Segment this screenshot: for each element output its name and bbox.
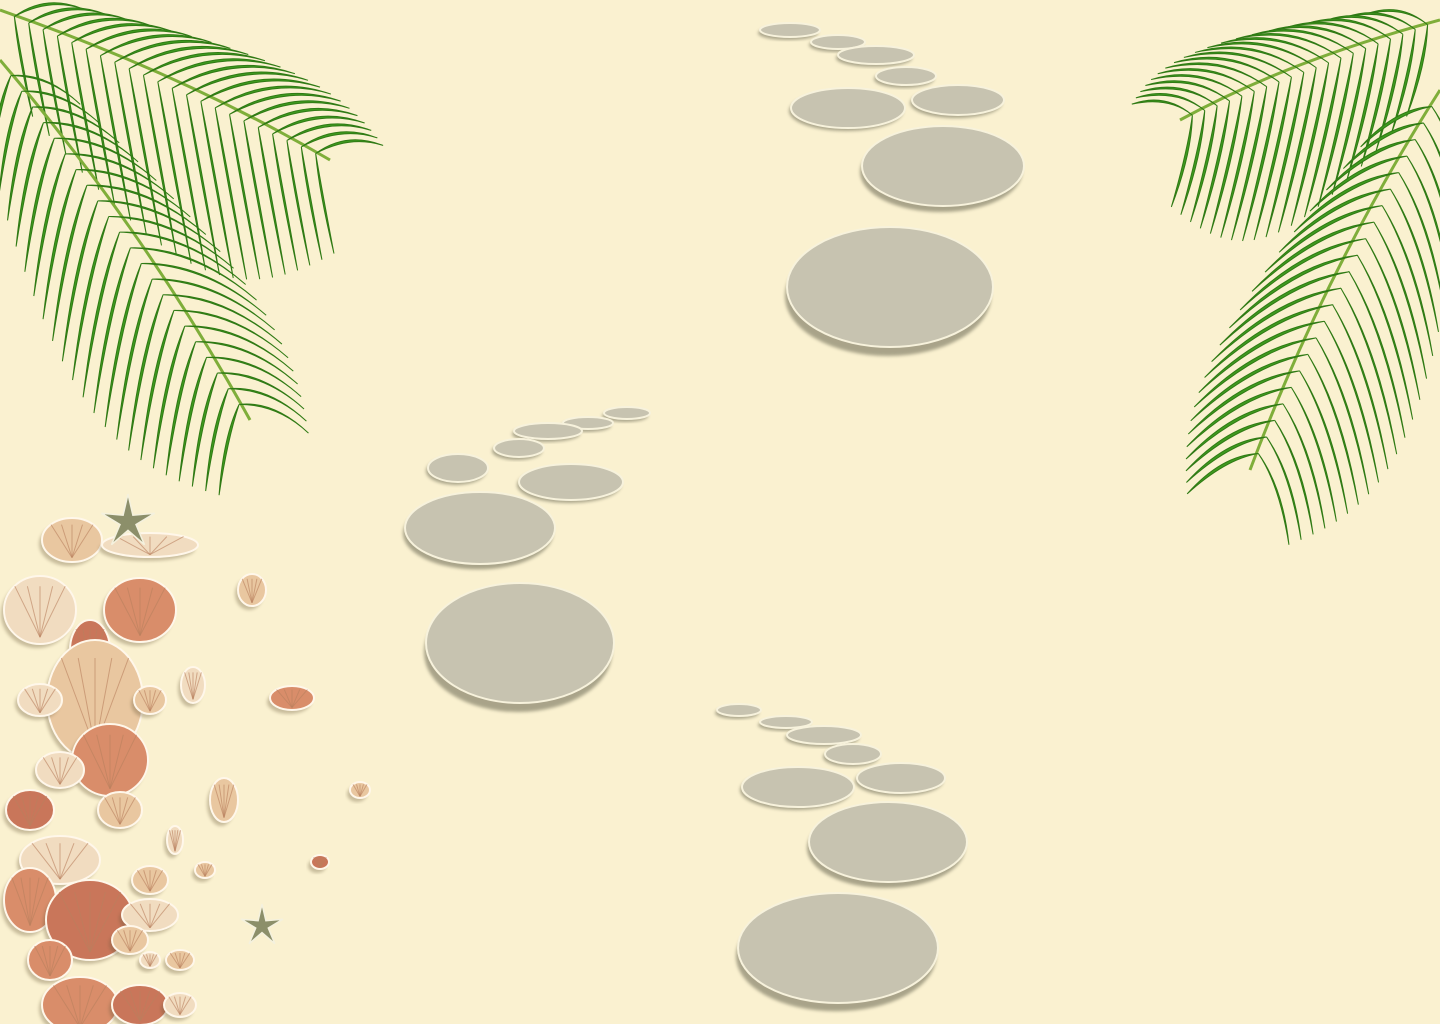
- stepping-stone: [758, 22, 821, 40]
- stepping-stone: [789, 87, 906, 131]
- seashell-icon: [207, 777, 239, 826]
- seashell-icon: [109, 925, 149, 958]
- stepping-stone: [492, 438, 545, 460]
- seashell-icon: [163, 949, 195, 974]
- stepping-stone: [403, 491, 556, 570]
- stepping-stone: [426, 453, 489, 485]
- stepping-stone: [740, 766, 855, 810]
- seashell-icon: [178, 666, 206, 707]
- stepping-stone: [424, 582, 615, 712]
- stepping-stone: [517, 463, 624, 503]
- seashell-icon: [69, 723, 149, 800]
- stepping-stone: [860, 125, 1025, 212]
- stepping-stone: [785, 725, 862, 747]
- seashell-pile: [1, 517, 371, 1024]
- stepping-stone: [602, 406, 651, 422]
- seashell-icon: [39, 517, 103, 566]
- seashell-icon: [131, 685, 167, 718]
- seashell-icon: [3, 789, 55, 834]
- stepping-stone-path: [403, 22, 1025, 1012]
- seashell-icon: [39, 976, 119, 1024]
- seashell-icon: [129, 865, 169, 898]
- stepping-stone: [736, 892, 939, 1012]
- stepping-stone: [785, 226, 994, 356]
- palm-leaf-right-icon: [1131, 9, 1440, 545]
- stepping-stone: [807, 801, 968, 888]
- stepping-stone: [910, 84, 1005, 118]
- palm-leaf-left-icon: [0, 2, 384, 496]
- seashell-icon: [235, 573, 267, 610]
- seashell-icon: [33, 751, 85, 792]
- seashell-icon: [164, 825, 184, 858]
- seashell-icon: [267, 685, 315, 714]
- seashell-icon: [109, 984, 169, 1024]
- seashell-icon: [137, 951, 161, 972]
- seashell-icon: [95, 791, 143, 832]
- seashell-icon: [99, 532, 199, 561]
- starfish-icon: [240, 903, 284, 945]
- seashell-icon: [1, 575, 77, 648]
- starfish-icon: [101, 493, 155, 546]
- seashell-icon: [25, 939, 73, 984]
- seashell-icon: [347, 781, 371, 802]
- seashell-icon: [101, 577, 177, 646]
- stepping-stone: [874, 66, 937, 88]
- stepping-stone: [855, 762, 946, 796]
- seashell-icon: [192, 861, 216, 882]
- seashell-icon: [308, 854, 330, 873]
- seashell-icon: [119, 898, 179, 935]
- seashell-icon: [161, 992, 197, 1021]
- stepping-stone: [715, 703, 762, 719]
- stepping-stone: [823, 743, 882, 767]
- stepping-stone: [836, 45, 915, 67]
- stepping-stone: [512, 422, 583, 442]
- seashell-icon: [15, 683, 63, 720]
- starfish-group: [101, 493, 284, 945]
